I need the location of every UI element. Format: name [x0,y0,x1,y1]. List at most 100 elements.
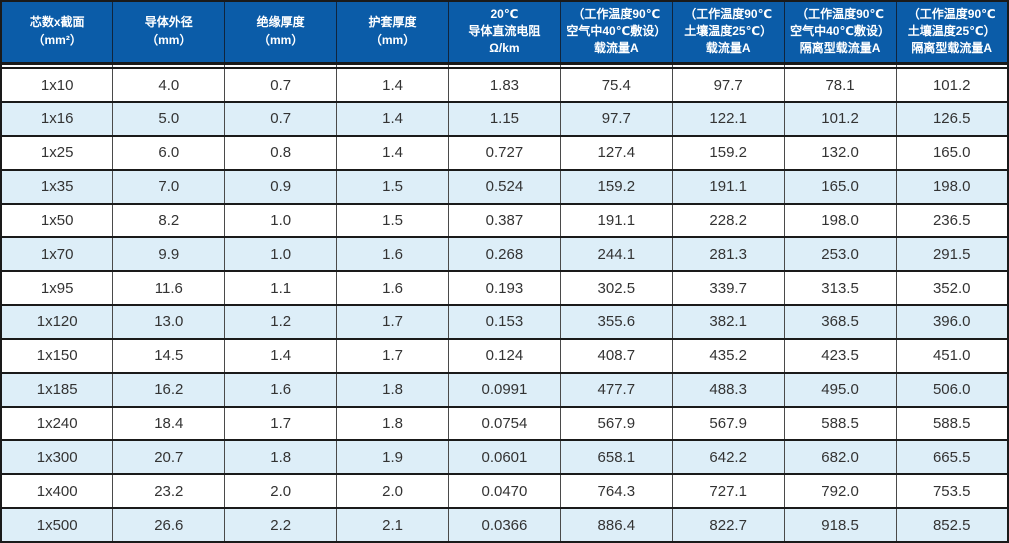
value-cell: 658.1 [559,439,673,475]
value-cell: 495.0 [783,371,897,407]
value-cell: 1.7 [336,337,449,373]
value-cell: 126.5 [895,100,1009,136]
column-header-3: 绝缘厚度 （mm） [224,0,338,65]
value-cell: 7.0 [112,168,226,204]
value-cell: 1.8 [224,439,338,475]
value-cell: 0.387 [448,202,561,238]
column-header-line: 隔离型载流量A [799,41,881,56]
value-cell: 75.4 [559,67,673,102]
value-cell: 1.2 [224,304,338,339]
table-row: 1x150 14.5 1.4 1.7 0.124 408.7 435.2 423.5 451.0 [0,337,1009,373]
column-header-line: （工作温度90℃ [907,6,996,21]
value-cell: 11.6 [112,270,226,306]
table-row: 1x500 26.6 2.2 2.1 0.0366 886.4 822.7 918.5 852.… [0,507,1009,542]
value-cell: 567.9 [559,405,673,441]
value-cell: 665.5 [895,439,1009,475]
value-cell: 244.1 [559,236,673,272]
value-cell: 1.4 [336,100,449,136]
table-row: 1x50 8.2 1.0 1.5 0.387 191.1 228.2 198.0 236.5 [0,202,1009,238]
column-header-line: 20℃ [490,6,519,21]
header-row: 芯数x截面 （mm²） 导体外径 （mm） 绝缘厚度 （mm） 护套厚度 （mm） 20℃ 导体直… [0,0,1009,65]
gap-cell [0,63,114,69]
value-cell: 0.0754 [448,405,561,441]
table-row: 1x120 13.0 1.2 1.7 0.153 355.6 382.1 368.5 396.0 [0,304,1009,339]
value-cell: 165.0 [783,168,897,204]
value-cell: 191.1 [559,202,673,238]
value-cell: 0.268 [448,236,561,272]
value-cell: 198.0 [783,202,897,238]
spec-size-cell: 1x500 [0,507,114,542]
value-cell: 2.2 [224,507,338,542]
value-cell: 14.5 [112,337,226,373]
column-header-line: （mm） [146,32,192,47]
value-cell: 792.0 [783,473,897,509]
column-header-line: 隔离型载流量A [911,41,993,56]
value-cell: 159.2 [671,134,785,170]
value-cell: 506.0 [895,371,1009,407]
value-cell: 2.0 [224,473,338,509]
value-cell: 396.0 [895,304,1009,339]
value-cell: 0.0366 [448,507,561,542]
spec-size-cell: 1x16 [0,100,114,136]
value-cell: 0.524 [448,168,561,204]
column-header-line: （工作温度90℃ [796,6,884,21]
value-cell: 0.727 [448,134,561,170]
value-cell: 1.8 [336,405,449,441]
column-header-line: 空气中40℃敷设） [790,24,890,39]
value-cell: 339.7 [671,270,785,306]
value-cell: 0.9 [224,168,338,204]
spec-size-cell: 1x185 [0,371,114,407]
value-cell: 0.7 [224,100,338,136]
table-row: 1x35 7.0 0.9 1.5 0.524 159.2 191.1 165.0 198.0 [0,168,1009,204]
value-cell: 302.5 [559,270,673,306]
value-cell: 1.4 [224,337,338,373]
value-cell: 1.1 [224,270,338,306]
value-cell: 1.5 [336,202,449,238]
value-cell: 408.7 [559,337,673,373]
value-cell: 26.6 [112,507,226,542]
value-cell: 852.5 [895,507,1009,542]
column-header-line: （mm） [258,32,304,47]
value-cell: 291.5 [895,236,1009,272]
value-cell: 1.83 [448,67,561,102]
spec-size-cell: 1x240 [0,405,114,441]
column-header-line: Ω/km [489,41,520,56]
value-cell: 435.2 [671,337,785,373]
value-cell: 1.6 [336,270,449,306]
value-cell: 20.7 [112,439,226,475]
header-body-gap [0,63,1009,69]
column-header-line: （工作温度90℃ [684,6,773,21]
spec-size-cell: 1x150 [0,337,114,373]
column-header-line: 载流量A [593,41,639,56]
table-row: 1x25 6.0 0.8 1.4 0.727 127.4 159.2 132.0 165.0 [0,134,1009,170]
column-header-line: 导体外径 [144,15,193,30]
gap-cell [559,63,673,69]
value-cell: 159.2 [559,168,673,204]
value-cell: 588.5 [895,405,1009,441]
value-cell: 23.2 [112,473,226,509]
value-cell: 918.5 [783,507,897,542]
column-header-line: 芯数x截面 [29,15,85,30]
column-header-4: 护套厚度 （mm） [336,0,449,65]
value-cell: 1.0 [224,236,338,272]
column-header-line: （mm） [369,32,416,47]
gap-cell [671,63,785,69]
gap-cell [448,63,561,69]
value-cell: 753.5 [895,473,1009,509]
value-cell: 6.0 [112,134,226,170]
value-cell: 5.0 [112,100,226,136]
column-header-5: 20℃ 导体直流电阻 Ω/km [448,0,561,65]
value-cell: 101.2 [783,100,897,136]
column-header-line: （工作温度90℃ [572,6,661,21]
column-header-6: （工作温度90℃ 空气中40℃敷设） 载流量A [559,0,673,65]
value-cell: 9.9 [112,236,226,272]
value-cell: 16.2 [112,371,226,407]
value-cell: 477.7 [559,371,673,407]
value-cell: 228.2 [671,202,785,238]
spec-size-cell: 1x300 [0,439,114,475]
spec-size-cell: 1x10 [0,67,114,102]
value-cell: 97.7 [559,100,673,136]
column-header-line: 土壤温度25℃） [907,24,996,39]
value-cell: 588.5 [783,405,897,441]
table-row: 1x240 18.4 1.7 1.8 0.0754 567.9 567.9 588.5 588.… [0,405,1009,441]
